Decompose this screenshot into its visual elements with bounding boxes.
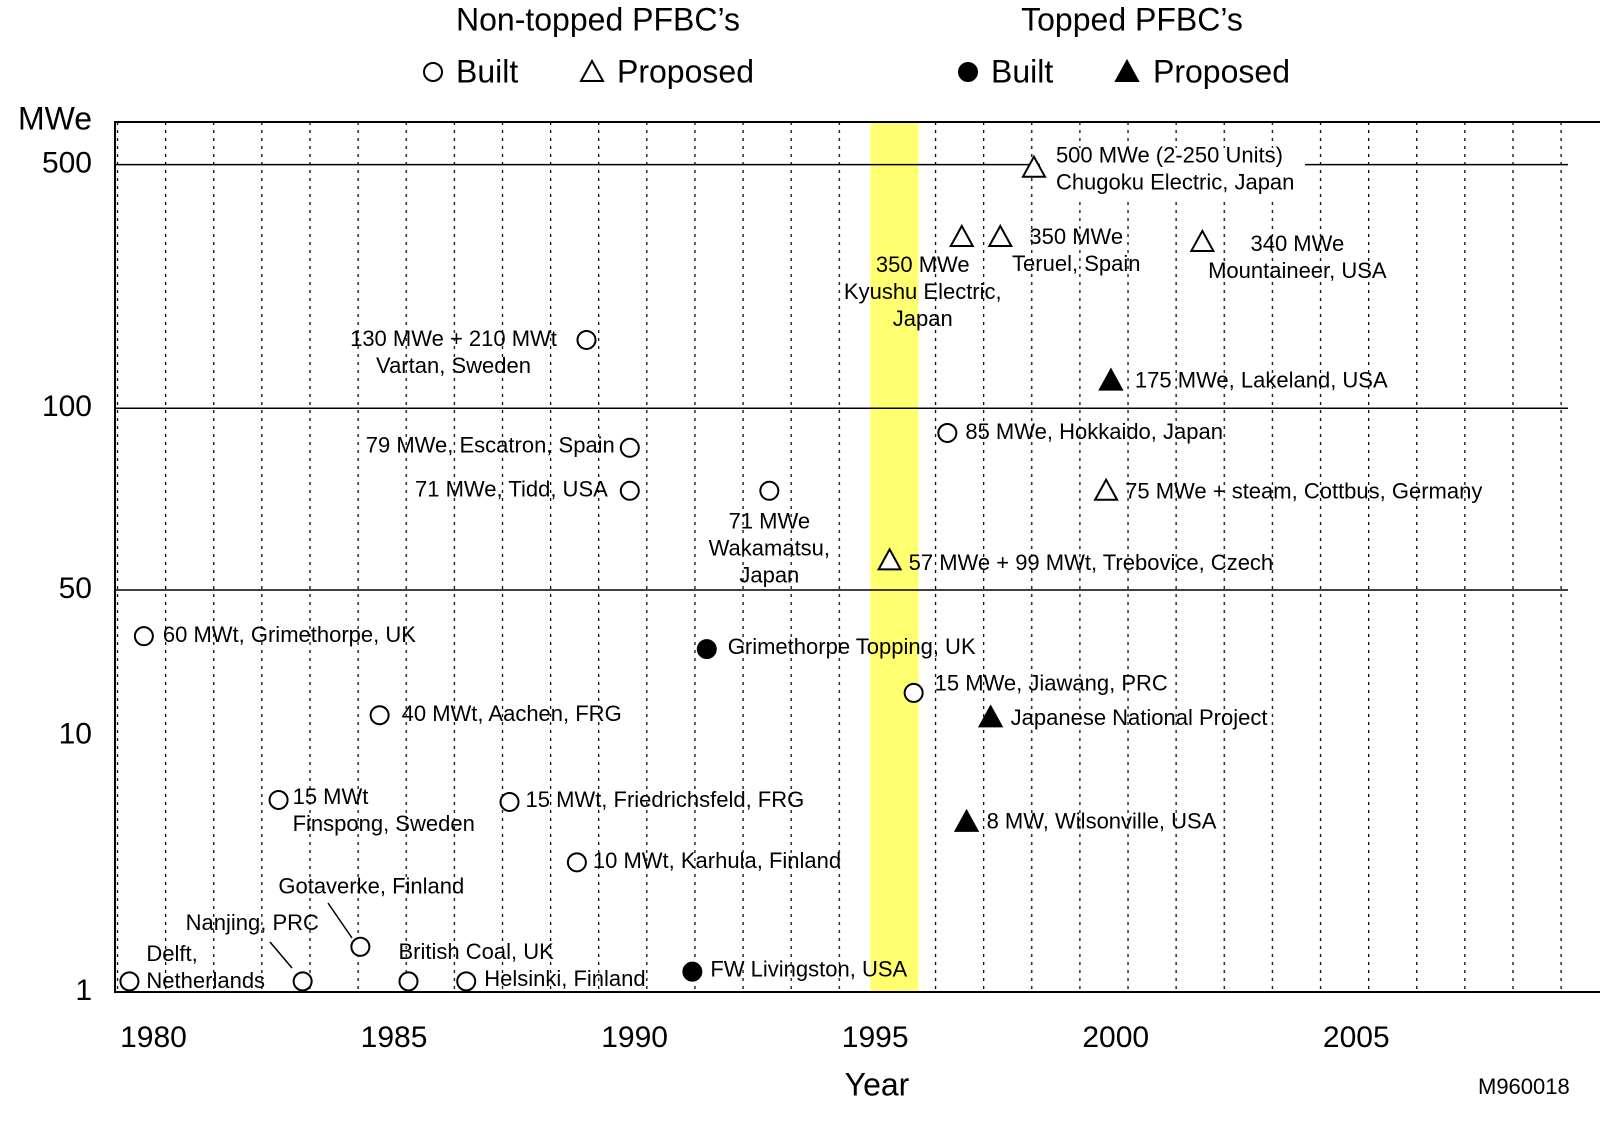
- point-label: 8 MW, Wilsonville, USA: [987, 809, 1217, 834]
- point-label: Grimethorpe Topping, UK: [728, 634, 976, 659]
- legend-symbol: [958, 62, 978, 82]
- circle-marker: [619, 437, 640, 458]
- point-label: 175 MWe, Lakeland, USA: [1135, 367, 1388, 392]
- x-tick-label: 1990: [601, 1021, 668, 1054]
- point-label: 15 MWe, Jiawang, PRC: [935, 671, 1168, 696]
- point-label: 500 MWe (2-250 Units): [1056, 143, 1283, 168]
- y-axis-label: MWe: [18, 100, 92, 136]
- legend-label: Built: [991, 53, 1053, 89]
- leader-line: [327, 902, 353, 939]
- point-label: Japan: [893, 306, 953, 331]
- legend-label: Built: [456, 53, 518, 89]
- x-axis-label: Year: [845, 1066, 910, 1102]
- circle-marker: [619, 480, 640, 501]
- point-label: Delft,: [146, 941, 197, 966]
- circle-marker: [903, 682, 924, 703]
- point-label: Gotaverke, Finland: [278, 874, 464, 899]
- circle-marker: [369, 705, 390, 726]
- circle-marker: [398, 971, 419, 992]
- point-label: Helsinki, Finland: [484, 966, 645, 991]
- leader-line: [269, 941, 293, 969]
- point-label: 75 MWe + steam, Cottbus, Germany: [1125, 479, 1482, 504]
- x-tick-label: 1985: [361, 1021, 428, 1054]
- legend-symbol: [1114, 58, 1140, 82]
- legend-group-title: Non-topped PFBC’s: [456, 1, 740, 37]
- y-tick-label: 10: [59, 717, 92, 750]
- point-label: 71 MWe, Tidd, USA: [415, 477, 608, 502]
- point-label: 10 MWt, Karhula, Finland: [593, 848, 841, 873]
- x-tick-label: 2000: [1082, 1021, 1149, 1054]
- year-grid: [115, 122, 1568, 992]
- x-tick-label: 2005: [1323, 1021, 1390, 1054]
- point-label: Teruel, Spain: [1012, 251, 1140, 276]
- point-label: Finspong, Sweden: [293, 811, 475, 836]
- triangle-marker: [987, 223, 1013, 247]
- point-label: 85 MWe, Hokkaido, Japan: [965, 419, 1223, 444]
- circle-marker: [566, 852, 587, 873]
- triangle-marker: [949, 223, 975, 247]
- circle-marker: [268, 789, 289, 810]
- triangle-marker: [1021, 154, 1047, 178]
- x-tick-label: 1980: [120, 1021, 187, 1054]
- point-label: 130 MWe + 210 MWt: [350, 326, 557, 351]
- circle-marker: [133, 626, 154, 647]
- point-label: Chugoku Electric, Japan: [1056, 170, 1294, 195]
- circle-marker: [759, 480, 780, 501]
- triangle-marker: [1093, 477, 1119, 501]
- point-label: Nanjing, PRC: [186, 910, 319, 935]
- circle-marker: [937, 422, 958, 443]
- circle-marker: [456, 971, 477, 992]
- circle-marker: [292, 971, 313, 992]
- x-tick-label: 1995: [842, 1021, 909, 1054]
- legend-label: Proposed: [1153, 53, 1290, 89]
- label-backdrop: [1040, 148, 1305, 198]
- legend-group-title: Topped PFBC’s: [1021, 1, 1243, 37]
- triangle-marker: [977, 704, 1004, 728]
- circle-marker: [350, 936, 371, 957]
- circle-marker: [682, 961, 703, 982]
- y-tick-label: 500: [42, 147, 92, 180]
- circle-marker: [696, 639, 717, 660]
- point-label: 71 MWe: [729, 509, 811, 534]
- point-label: 40 MWt, Aachen, FRG: [402, 701, 622, 726]
- point-label: 340 MWe: [1250, 231, 1344, 256]
- y-tick-label: 100: [42, 390, 92, 423]
- point-label: Wakamatsu,: [709, 536, 830, 561]
- triangle-marker: [1098, 367, 1124, 391]
- point-label: Mountaineer, USA: [1208, 258, 1387, 283]
- point-label: Japan: [739, 563, 799, 588]
- point-label: 60 MWt, Grimethorpe, UK: [163, 622, 416, 647]
- plot-frame: [114, 121, 1600, 993]
- point-label: Netherlands: [146, 968, 265, 993]
- point-label: 79 MWe, Escatron, Spain: [366, 433, 615, 458]
- point-label: 350 MWe: [876, 252, 970, 277]
- circle-marker: [499, 791, 520, 812]
- point-label: 350 MWe: [1029, 224, 1123, 249]
- point-label: 57 MWe + 99 MWt, Trebovice, Czech: [909, 550, 1274, 575]
- point-label: 15 MWt: [293, 784, 369, 809]
- point-label: Japanese National Project: [1011, 705, 1268, 730]
- figure-code: M960018: [1478, 1074, 1570, 1099]
- legend-symbol: [423, 62, 443, 82]
- triangle-marker: [953, 808, 980, 832]
- point-label: Kyushu Electric,: [844, 279, 1002, 304]
- triangle-marker: [876, 547, 903, 571]
- y-tick-label: 50: [59, 572, 92, 605]
- point-label: FW Livingston, USA: [710, 956, 907, 981]
- y-tick-label: 1: [75, 974, 92, 1007]
- point-label: Vartan, Sweden: [376, 353, 531, 378]
- triangle-marker: [1189, 228, 1216, 252]
- point-label: 15 MWt, Friedrichsfeld, FRG: [526, 787, 805, 812]
- legend-symbol: [579, 58, 605, 82]
- legend-label: Proposed: [617, 53, 754, 89]
- point-label: British Coal, UK: [398, 939, 554, 964]
- circle-marker: [576, 329, 597, 350]
- circle-marker: [119, 971, 140, 992]
